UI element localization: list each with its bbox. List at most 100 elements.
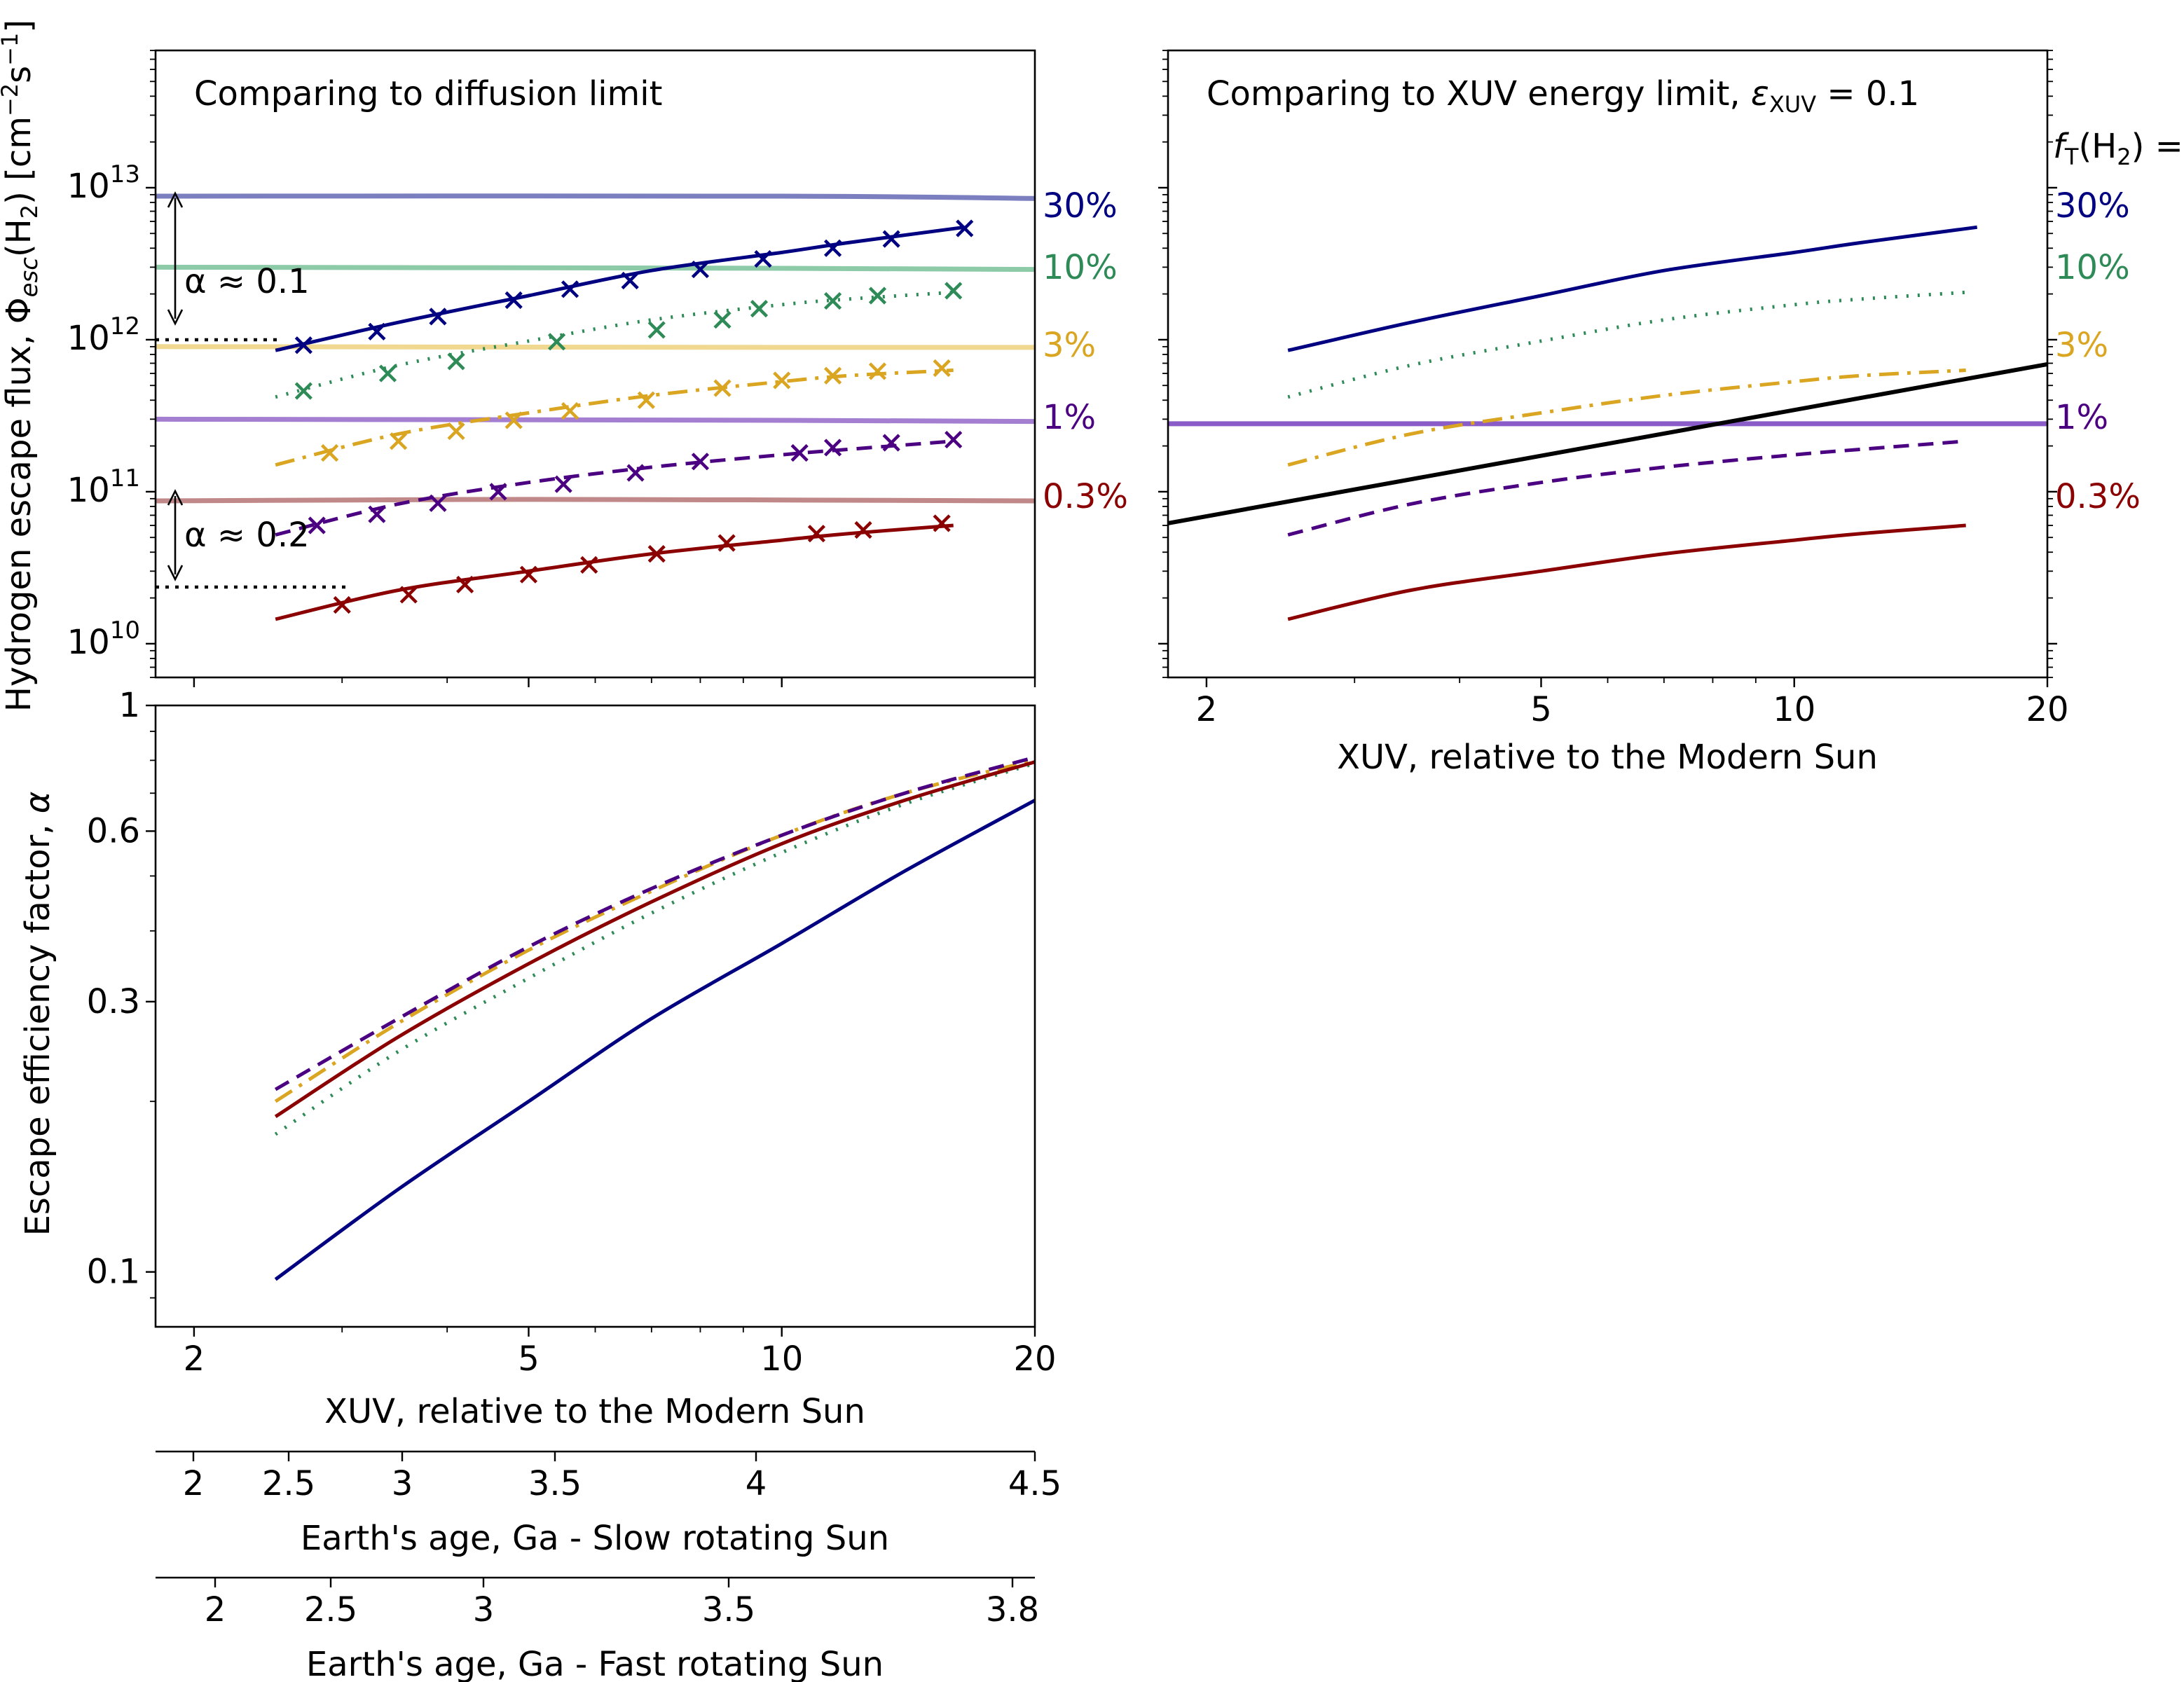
age-tick-label: 2.5 xyxy=(262,1464,315,1503)
marker-0.3% xyxy=(933,514,951,532)
marker-1% xyxy=(554,475,572,493)
energy-series-1% xyxy=(1287,439,1966,537)
marker-30% xyxy=(882,230,900,248)
alpha-line-3% xyxy=(274,758,1035,1103)
marker-3% xyxy=(933,359,951,378)
alpha-annotations: α ≈ 0.1 α ≈ 0.2 xyxy=(156,191,347,589)
xlabel-fast: Earth's age, Ga - Fast rotating Sun xyxy=(306,1645,884,1682)
marker-10% xyxy=(547,333,566,351)
y-tick-label: 1011 xyxy=(67,464,140,510)
flux-line-3% xyxy=(275,368,954,467)
series-label-0.3%: 0.3% xyxy=(2055,477,2141,516)
marker-1% xyxy=(823,439,842,457)
marker-30% xyxy=(823,239,842,257)
x-tick-label: 5 xyxy=(518,1339,540,1379)
series-label-3%: 3% xyxy=(2055,326,2108,365)
diffusion-limit-10% xyxy=(156,264,1035,273)
marker-30% xyxy=(368,322,386,340)
marker-10% xyxy=(945,282,963,300)
alpha-line-10% xyxy=(274,761,1035,1136)
series-label-30%: 30% xyxy=(1043,186,1118,226)
flux-line-10% xyxy=(275,290,954,399)
age-axis-slow: 2 2.5 3 3.5 4 4.5 Earth's age, Ga - Slow rota… xyxy=(156,1450,1062,1558)
marker-30% xyxy=(754,250,772,268)
age-tick-label: 4 xyxy=(746,1464,767,1503)
diffusion-limit-0.3% xyxy=(156,497,1035,504)
y-tick-label: 0.6 xyxy=(87,811,140,850)
marker-1% xyxy=(691,453,710,471)
marker-3% xyxy=(637,391,655,409)
marker-30% xyxy=(956,219,974,237)
alpha-annotation-0.2: α ≈ 0.2 xyxy=(184,516,310,555)
marker-10% xyxy=(447,352,465,371)
xlabel-alpha: XUV, relative to the Modern Sun xyxy=(324,1392,865,1431)
x-tick-label: 10 xyxy=(760,1339,803,1379)
marker-1% xyxy=(368,505,386,523)
marker-3% xyxy=(447,422,465,441)
panel-diffusion-frame xyxy=(154,49,1036,679)
y-tick-label: 1 xyxy=(118,686,140,725)
diffusion-limit-1% xyxy=(156,416,1035,425)
panel-energy: Comparing to XUV energy limit, εXUV = 0.… xyxy=(1158,49,2069,729)
marker-30% xyxy=(429,308,447,326)
series-label-1%: 1% xyxy=(2055,398,2108,437)
marker-10% xyxy=(713,311,732,329)
xlabel-slow: Earth's age, Ga - Slow rotating Sun xyxy=(301,1519,889,1558)
marker-0.3% xyxy=(854,521,872,539)
alpha-line-0.3% xyxy=(274,760,1035,1118)
marker-1% xyxy=(308,516,326,535)
marker-30% xyxy=(561,280,579,298)
xlabel-energy: XUV, relative to the Modern Sun xyxy=(1337,738,1878,777)
alpha-line-30% xyxy=(274,799,1035,1281)
panel-alpha: 2 5 10 20 0.1 0.3 0.6 1 xyxy=(87,686,1057,1379)
x-tick-label: 20 xyxy=(1013,1339,1056,1379)
panel-energy-frame xyxy=(1167,49,2049,679)
energy-limit-line xyxy=(1168,361,2047,525)
marker-3% xyxy=(868,362,887,380)
panel-energy-plot xyxy=(1168,225,2047,621)
flux-line-1% xyxy=(275,439,954,537)
marker-1% xyxy=(790,443,809,462)
marker-30% xyxy=(294,336,313,354)
marker-10% xyxy=(378,364,397,382)
marker-10% xyxy=(294,382,313,400)
marker-30% xyxy=(621,271,639,290)
x-tick-label: 2 xyxy=(1196,690,1218,729)
age-tick-label: 3 xyxy=(473,1590,495,1629)
marker-0.3% xyxy=(647,545,666,563)
series-label-0.3%: 0.3% xyxy=(1043,477,1128,516)
age-tick-label: 2.5 xyxy=(304,1590,357,1629)
flux-line-30% xyxy=(275,225,966,352)
panel-alpha-frame xyxy=(154,704,1036,1328)
marker-1% xyxy=(882,434,900,452)
age-tick-label: 3 xyxy=(392,1464,413,1503)
panel-diffusion-title: Comparing to diffusion limit xyxy=(194,74,662,113)
marker-3% xyxy=(773,371,791,390)
marker-10% xyxy=(868,287,887,305)
alpha-line-1% xyxy=(274,755,1035,1091)
marker-3% xyxy=(823,366,842,385)
marker-0.3% xyxy=(399,586,418,604)
marker-1% xyxy=(626,464,645,482)
y-tick-label: 1010 xyxy=(67,616,140,662)
y-tick-label: 1012 xyxy=(67,312,140,358)
x-tick-label: 10 xyxy=(1773,690,1815,729)
diffusion-limit-30% xyxy=(156,193,1035,201)
panel-diffusion-axes: 1010 1011 1012 1013 xyxy=(67,50,1036,687)
panel-diffusion-plot xyxy=(156,193,1035,621)
age-tick-label: 2 xyxy=(183,1464,205,1503)
y-tick-label: 1013 xyxy=(67,160,140,206)
marker-1% xyxy=(945,431,963,449)
series-label-3%: 3% xyxy=(1043,326,1096,365)
energy-series-10% xyxy=(1287,290,1966,399)
age-tick-label: 4.5 xyxy=(1008,1464,1062,1503)
panel-alpha-axes: 2 5 10 20 0.1 0.3 0.6 1 xyxy=(87,686,1057,1379)
series-label-1%: 1% xyxy=(1043,398,1096,437)
x-tick-label: 20 xyxy=(2026,690,2068,729)
marker-10% xyxy=(750,300,769,318)
age-tick-label: 3.8 xyxy=(986,1590,1039,1629)
panel-energy-title: Comparing to XUV energy limit, εXUV = 0.… xyxy=(1207,74,1919,118)
marker-10% xyxy=(647,321,666,339)
age-tick-label: 3.5 xyxy=(528,1464,582,1503)
marker-10% xyxy=(823,291,842,310)
